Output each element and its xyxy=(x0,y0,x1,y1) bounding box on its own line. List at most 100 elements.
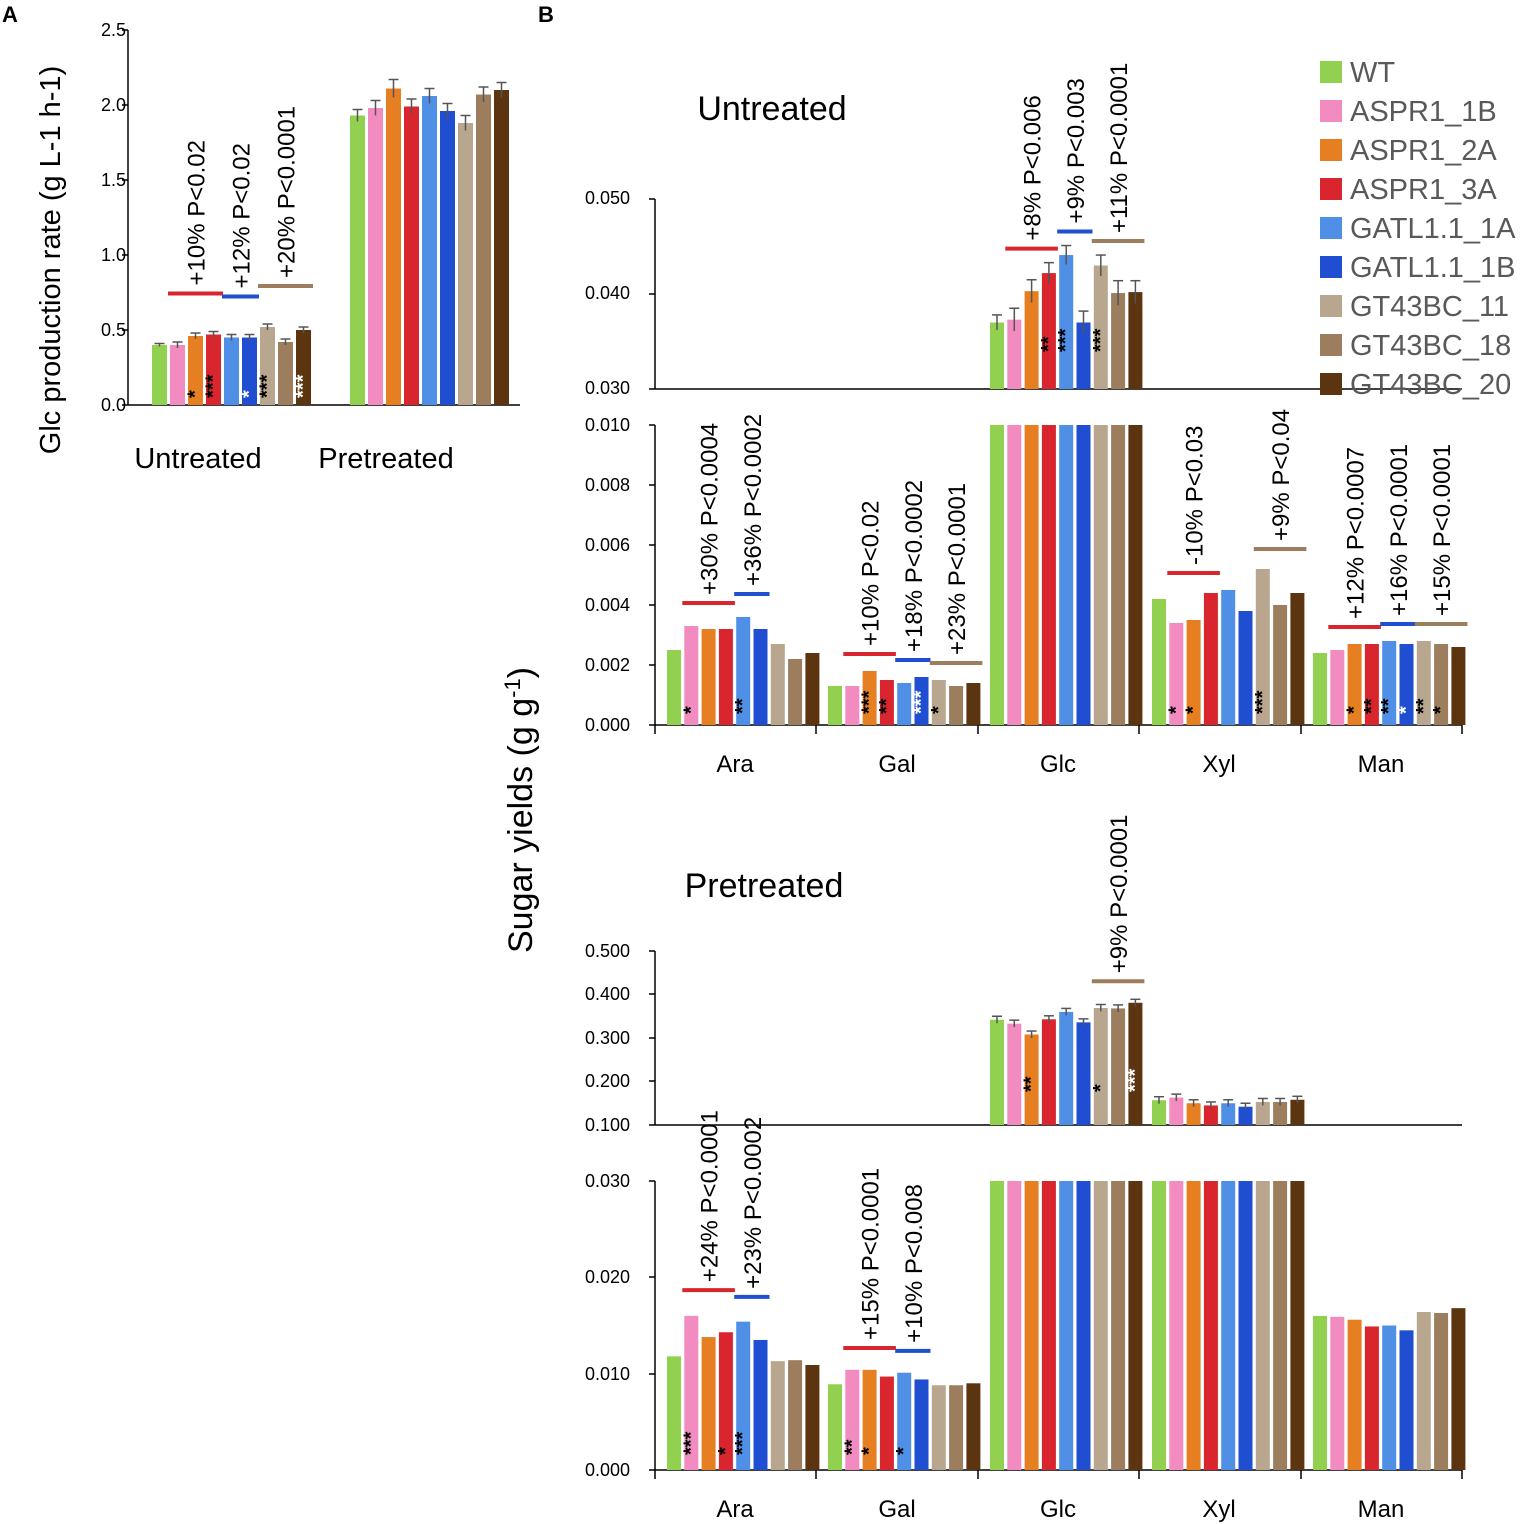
A-bar-Untreated-4 xyxy=(224,337,239,405)
B-pretreated-bar-Man-4 xyxy=(1382,1325,1397,1470)
B-pretreated-bar-Ara-1 xyxy=(684,1315,699,1470)
B-untreated-bar-Glc-5-low xyxy=(1076,425,1091,725)
B-pretreated-stars-2-8: *** xyxy=(1124,1068,1146,1092)
B-pretreated-bar-Glc-2 xyxy=(1024,1034,1039,1125)
B-untreated-bracket-label-7: +11% P<0.0001 xyxy=(1106,63,1133,233)
B-untreated-bar-Glc-4 xyxy=(1059,255,1074,389)
panel-b-untreated-lower-tick-0: 0.000 xyxy=(585,715,630,735)
A-bar-Pretreated-1 xyxy=(368,108,383,405)
B-pretreated-bar-Ara-6 xyxy=(770,1361,785,1470)
B-untreated-bar-Glc-5 xyxy=(1076,322,1091,389)
A-bracket-label-2: +20% P<0.0001 xyxy=(274,106,301,278)
A-bar-Pretreated-5 xyxy=(440,111,455,405)
B-untreated-bar-Glc-1-low xyxy=(1007,425,1022,725)
panel-a-ytick-4: 2.0 xyxy=(101,95,126,115)
B-pretreated-stars-2-2: ** xyxy=(1021,1076,1043,1092)
B-pretreated-stars-0-4: *** xyxy=(732,1431,754,1455)
panel-b-untreated-xlabel-xyl: Xyl xyxy=(1202,751,1235,778)
panel-a-ylabel: Glc production rate (g L-1 h-1) xyxy=(35,66,67,454)
B-pretreated-bar-Xyl-2 xyxy=(1186,1103,1201,1125)
B-pretreated-bar-Glc-6 xyxy=(1093,1007,1108,1125)
panel-b-pretreated-title: Pretreated xyxy=(685,867,844,905)
B-pretreated-stars-1-1: ** xyxy=(841,1439,863,1455)
legend-swatch-8 xyxy=(1320,373,1342,395)
B-untreated-bracket-label-0: +30% P<0.0004 xyxy=(697,423,724,595)
panel-b-untreated-chart: Untreated 0.030 0.040 0.050 0.000 0.002 … xyxy=(585,63,1468,778)
A-bracket-label-1: +12% P<0.02 xyxy=(229,143,256,288)
B-pretreated-bar-Xyl-5-low xyxy=(1238,1181,1253,1470)
B-pretreated-bar-Man-6 xyxy=(1416,1312,1431,1470)
A-bar-Untreated-2 xyxy=(188,336,203,405)
A-stars-0-6: *** xyxy=(257,374,279,398)
B-untreated-bar-Gal-3 xyxy=(879,680,894,725)
B-untreated-bracket-label-4: +23% P<0.0001 xyxy=(944,483,971,655)
B-untreated-bracket-label-8: -10% P<0.03 xyxy=(1182,426,1209,565)
B-untreated-bracket-label-12: +15% P<0.0001 xyxy=(1429,444,1456,616)
legend-swatch-5 xyxy=(1320,256,1342,278)
legend-swatch-1 xyxy=(1320,100,1342,122)
panel-a-chart: Glc production rate (g L-1 h-1) 0.0 0.5 … xyxy=(35,20,520,475)
B-untreated-bar-Glc-7-low xyxy=(1111,425,1126,725)
panel-b-pretreated-xlabel-man: Man xyxy=(1358,1496,1405,1523)
B-untreated-bar-Xyl-8 xyxy=(1290,593,1305,725)
B-untreated-bar-Glc-3 xyxy=(1041,273,1056,389)
panel-a-ytick-0: 0.0 xyxy=(101,395,126,415)
A-bar-Untreated-5 xyxy=(242,337,257,405)
A-bar-Pretreated-2 xyxy=(386,88,401,405)
B-pretreated-bar-Ara-4 xyxy=(736,1321,751,1470)
B-pretreated-bar-Glc-3-low xyxy=(1041,1181,1056,1470)
B-pretreated-bar-Gal-3 xyxy=(879,1376,894,1470)
B-untreated-bar-Ara-5 xyxy=(753,629,768,725)
B-pretreated-bar-Xyl-3 xyxy=(1203,1105,1218,1125)
A-bar-Untreated-1 xyxy=(170,345,185,405)
B-pretreated-bar-Man-3 xyxy=(1364,1326,1379,1470)
A-bar-Untreated-0 xyxy=(152,345,167,405)
B-pretreated-bar-Xyl-5 xyxy=(1238,1106,1253,1125)
A-bar-Pretreated-3 xyxy=(404,106,419,405)
B-untreated-bar-Gal-0 xyxy=(828,686,842,725)
B-pretreated-bar-Glc-5 xyxy=(1076,1022,1091,1125)
legend-swatch-3 xyxy=(1320,178,1342,200)
B-pretreated-bar-Man-5 xyxy=(1399,1330,1414,1470)
A-bar-Untreated-8 xyxy=(296,330,311,405)
panel-b-untreated-lower-tick-5: 0.010 xyxy=(585,415,630,435)
B-pretreated-bar-Gal-4 xyxy=(897,1372,912,1470)
B-untreated-bracket-label-11: +16% P<0.0001 xyxy=(1386,444,1413,616)
A-bar-Untreated-3 xyxy=(206,334,221,405)
panel-b-pretreated-lower-tick-0: 0.000 xyxy=(585,1460,630,1480)
panel-b-pretreated-xlabel-ara: Ara xyxy=(716,1496,754,1523)
B-pretreated-bar-Glc-4 xyxy=(1059,1011,1074,1125)
legend-label-5: GATL1.1_1B xyxy=(1350,252,1516,284)
B-untreated-stars-4-6: ** xyxy=(1413,698,1435,714)
legend-swatch-2 xyxy=(1320,139,1342,161)
B-untreated-stars-2-3: ** xyxy=(1038,336,1060,352)
B-untreated-bar-Xyl-1 xyxy=(1169,623,1184,725)
B-untreated-bar-Glc-3-low xyxy=(1041,425,1056,725)
panel-b-untreated-upper-tick-0: 0.030 xyxy=(585,378,630,398)
B-untreated-bar-Ara-8 xyxy=(805,653,820,725)
B-untreated-bar-Gal-7 xyxy=(949,686,964,725)
panel-b-pretreated-upper-tick-4: 0.500 xyxy=(585,941,630,961)
B-untreated-bar-Xyl-2 xyxy=(1186,620,1201,725)
panel-a-ytick-5: 2.5 xyxy=(101,20,126,40)
panel-b-pretreated-xlabel-gal: Gal xyxy=(878,1496,915,1523)
A-bar-Pretreated-8 xyxy=(494,90,509,405)
B-untreated-stars-4-2: * xyxy=(1344,706,1366,714)
legend-swatch-0 xyxy=(1320,61,1342,83)
B-untreated-bar-Xyl-0 xyxy=(1152,599,1166,725)
panel-a-xlabel-pretreated: Pretreated xyxy=(318,443,453,475)
B-pretreated-bar-Gal-1 xyxy=(845,1369,860,1470)
B-untreated-stars-4-3: ** xyxy=(1361,698,1383,714)
B-pretreated-bar-Glc-1-low xyxy=(1007,1181,1022,1470)
B-pretreated-bar-Xyl-4 xyxy=(1221,1103,1236,1125)
B-pretreated-bracket-label-4: +9% P<0.0001 xyxy=(1106,814,1133,973)
B-pretreated-bar-Xyl-1-low xyxy=(1169,1181,1184,1470)
panel-label-a: A xyxy=(2,2,18,27)
B-untreated-bar-Man-7 xyxy=(1434,644,1449,725)
panel-b-pretreated-upper-tick-3: 0.400 xyxy=(585,984,630,1004)
B-untreated-bar-Xyl-5 xyxy=(1238,611,1253,725)
B-untreated-bar-Man-2 xyxy=(1347,644,1362,725)
B-pretreated-bracket-label-2: +15% P<0.0001 xyxy=(858,1168,885,1340)
B-untreated-bar-Glc-1 xyxy=(1007,319,1022,389)
B-untreated-bar-Gal-8 xyxy=(966,683,981,725)
